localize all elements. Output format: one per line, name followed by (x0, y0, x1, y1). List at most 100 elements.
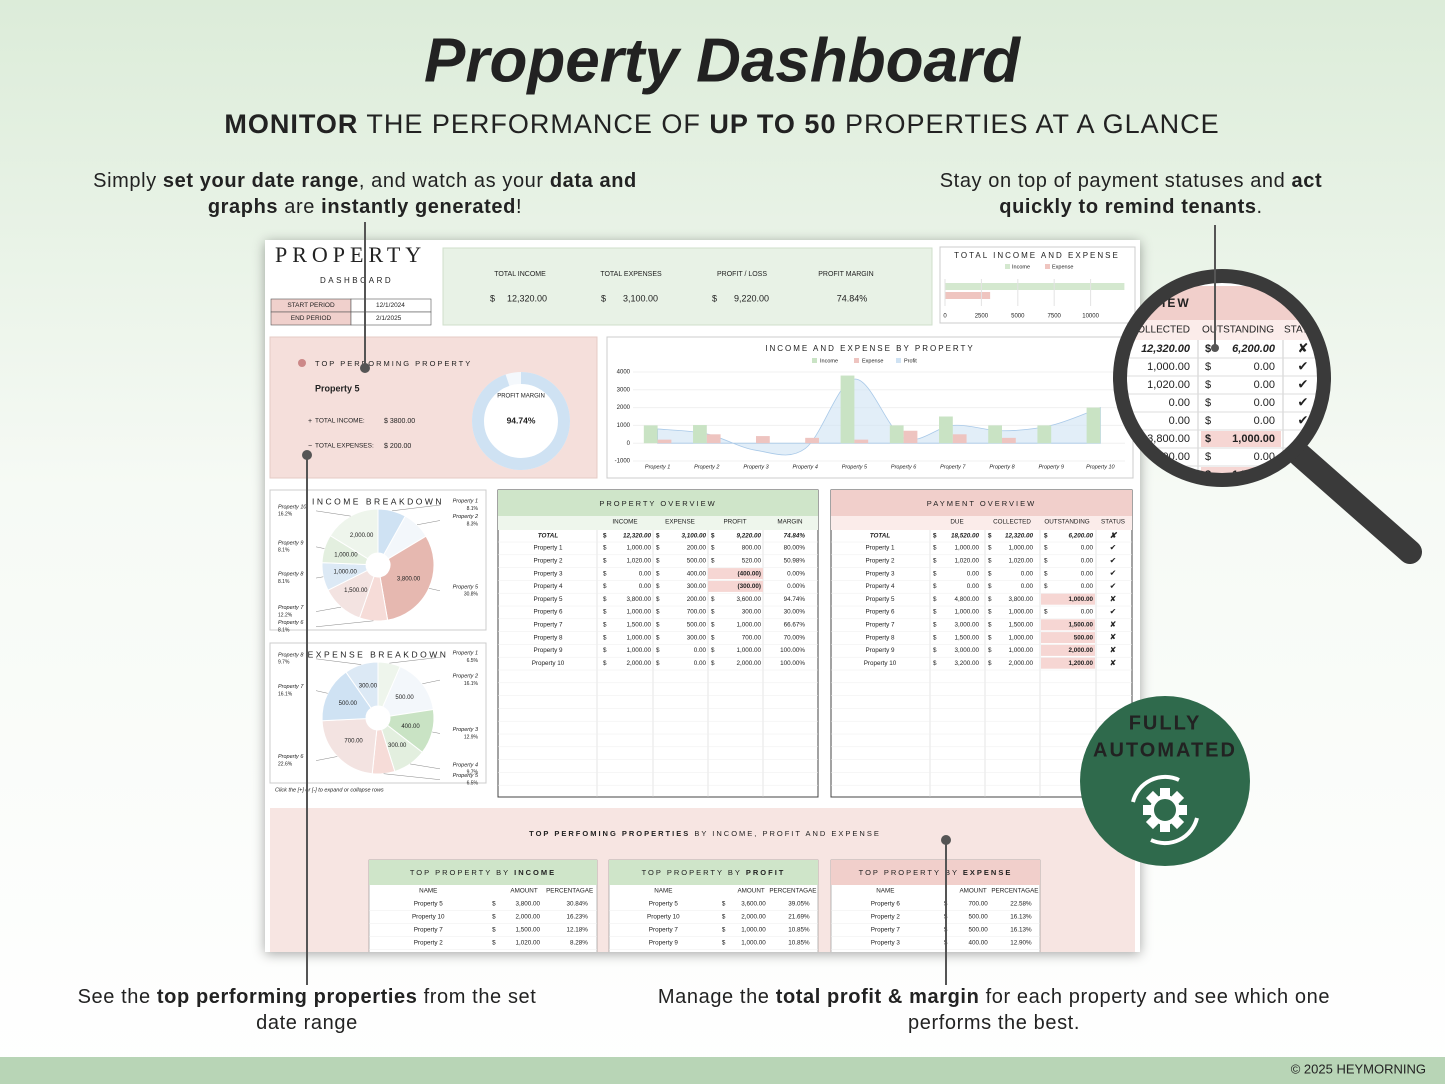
bar (1086, 407, 1101, 444)
cell: 1,000.00 (736, 647, 761, 654)
cell: 3,000.00 (954, 647, 979, 654)
panel-title: TOP PERFORMING PROPERTY (315, 359, 472, 368)
column-header: AMOUNT (737, 888, 764, 895)
currency: $ (712, 293, 717, 303)
list-title: TOP PROPERTY BY INCOME (410, 868, 556, 877)
cell: 400.00 (968, 940, 988, 947)
cell: 10.85% (788, 927, 810, 934)
y-tick-label: 2000 (617, 405, 631, 411)
x-tick-label: Property 6 (891, 464, 917, 470)
cell: 1,000.00 (626, 634, 651, 641)
cell: 0.00 (1081, 609, 1094, 616)
list-header (609, 860, 818, 885)
cell: 0.00 (1021, 583, 1034, 590)
slice-name: Property 6 (278, 620, 304, 626)
slice-amount: 3,800.00 (397, 577, 421, 583)
cell: 1,000.00 (1068, 596, 1093, 603)
currency: $ (603, 545, 607, 552)
lens-currency: $ (1205, 433, 1211, 445)
cell: 12,320.00 (623, 533, 652, 540)
x-tick-label: Property 3 (743, 464, 769, 470)
title: Property Dashboard (424, 26, 1021, 95)
currency: $ (711, 557, 715, 564)
column-header: PROFIT (723, 519, 746, 526)
slice-percent: 8.3% (467, 521, 479, 527)
column-header: INCOME (612, 519, 637, 526)
footer-bar (0, 1057, 1445, 1084)
x-tick-label: Property 2 (694, 464, 719, 470)
leader-line (422, 679, 441, 685)
slice-name: Property 3 (453, 727, 479, 733)
currency: $ (933, 634, 937, 641)
slice-name: Property 9 (278, 540, 303, 546)
row-label: Property 3 (871, 940, 901, 947)
x-tick-label: Property 4 (793, 464, 818, 470)
row-label: Property 1 (865, 545, 895, 552)
cell: ✘ (1110, 633, 1117, 642)
slice-amount: 2,000.00 (350, 533, 374, 539)
currency: $ (1044, 570, 1048, 577)
cell: 1,020.00 (1008, 557, 1033, 564)
top-value: $ 200.00 (384, 443, 411, 450)
legend-label: Income (1012, 264, 1030, 270)
currency: $ (656, 647, 660, 654)
column-header: PERCENTAGAE (991, 888, 1038, 895)
cell: 0.00% (787, 570, 805, 577)
leader-line (315, 510, 351, 517)
currency: $ (603, 647, 607, 654)
currency: $ (711, 660, 715, 667)
column-header: COLLECTED (993, 519, 1031, 526)
cell: 300.00 (687, 583, 707, 590)
cell: 1,000.00 (626, 609, 651, 616)
currency: $ (711, 609, 715, 616)
badge-text: FULLY (1129, 712, 1202, 734)
currency: $ (933, 647, 937, 654)
lens-outstanding-cell (1201, 431, 1281, 447)
top-label: TOTAL INCOME: (315, 418, 365, 425)
period-label: END PERIOD (291, 315, 332, 322)
callout-line-part: Manage the (658, 986, 776, 1008)
x-tick-label: Property 1 (645, 464, 670, 470)
currency: $ (490, 293, 495, 303)
slice-name: Property 5 (453, 773, 479, 779)
cell: ✔ (1110, 569, 1117, 578)
cell: 0.00 (967, 583, 980, 590)
lens-cell: 0.00 (1254, 379, 1275, 391)
cell: ✘ (1110, 658, 1117, 667)
cell: 1,000.00 (626, 647, 651, 654)
cell: 1,000.00 (1008, 634, 1033, 641)
cell: 200.00 (687, 596, 707, 603)
cell: 3,600.00 (736, 596, 761, 603)
leader-line (389, 657, 441, 664)
cell: 30.00% (784, 609, 806, 616)
section-heading: TOP PERFOMING PROPERTIES BY INCOME, PROF… (529, 829, 881, 838)
callout-line-part: performs the best. (908, 1012, 1080, 1034)
cell: 1,000.00 (1008, 647, 1033, 654)
icon (298, 359, 306, 367)
currency: $ (988, 533, 992, 540)
callout-line-part: ! (516, 196, 522, 218)
currency: $ (656, 660, 660, 667)
x-tick-label: 10000 (1082, 314, 1099, 320)
cell: 9,220.00 (736, 533, 761, 540)
cell: 1,500.00 (626, 621, 651, 628)
row-label: Property 9 (865, 647, 895, 654)
row-label: Property 5 (649, 901, 679, 908)
leader-line (315, 658, 362, 665)
lens-cell: 0.00 (1254, 361, 1275, 373)
leader-line (315, 546, 325, 549)
slice-name: Property 10 (278, 504, 307, 510)
column-header: PERCENTAGAE (546, 888, 593, 895)
slice-name: Property 7 (278, 605, 304, 611)
x-tick-label: Property 7 (940, 464, 966, 470)
list-title-part: TOP PROPERTY BY (859, 868, 963, 877)
lens-cell: 1,020.00 (1147, 379, 1190, 391)
lens-currency: $ (1205, 451, 1211, 463)
brand: PROPERTY (275, 242, 426, 267)
row-label: Property 9 (649, 940, 679, 947)
row-label: TOTAL (538, 533, 559, 540)
cell: 2,000.00 (1008, 660, 1033, 667)
bar (756, 436, 770, 444)
currency: $ (988, 660, 992, 667)
leader-line (428, 588, 441, 592)
